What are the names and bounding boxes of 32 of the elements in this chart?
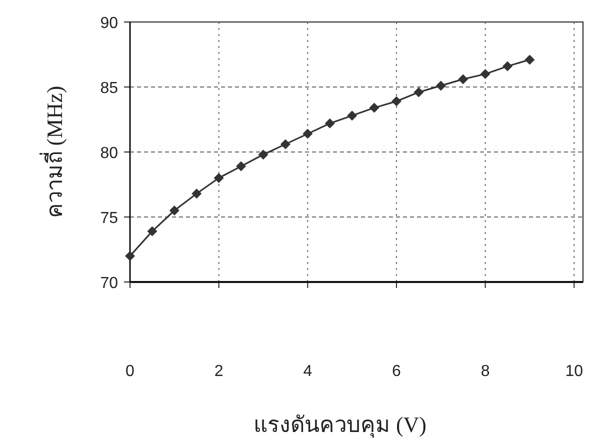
y-tick-label: 80 (100, 145, 118, 162)
point (369, 102, 380, 113)
point (192, 188, 202, 199)
point (480, 69, 490, 79)
point (458, 74, 468, 84)
point (236, 161, 246, 172)
point (436, 80, 446, 91)
y-tick-label: 75 (100, 210, 118, 227)
x-tick-label: 6 (392, 363, 402, 380)
point (502, 61, 512, 72)
point (258, 150, 268, 160)
point (391, 96, 402, 106)
point (347, 110, 358, 121)
point (524, 54, 535, 65)
point (147, 226, 158, 236)
x-tick-label: 2 (214, 363, 224, 380)
point (302, 128, 313, 139)
x-tick-label: 0 (126, 363, 135, 380)
point (324, 118, 335, 128)
point (214, 173, 224, 183)
x-tick-label: 4 (303, 363, 312, 380)
x-tick-label: 8 (480, 363, 490, 380)
point (280, 139, 290, 150)
y-tick-label: 70 (100, 275, 118, 292)
point (414, 87, 424, 98)
point (169, 206, 180, 216)
point (125, 251, 135, 261)
y-tick-label: 85 (100, 80, 118, 97)
x-axis-title: แรงดันควบคุม (V) (253, 412, 427, 438)
x-tick-label: 10 (565, 363, 584, 380)
y-axis-title: ความถี่ (MHz) (39, 86, 67, 218)
y-tick-label: 90 (100, 15, 118, 32)
